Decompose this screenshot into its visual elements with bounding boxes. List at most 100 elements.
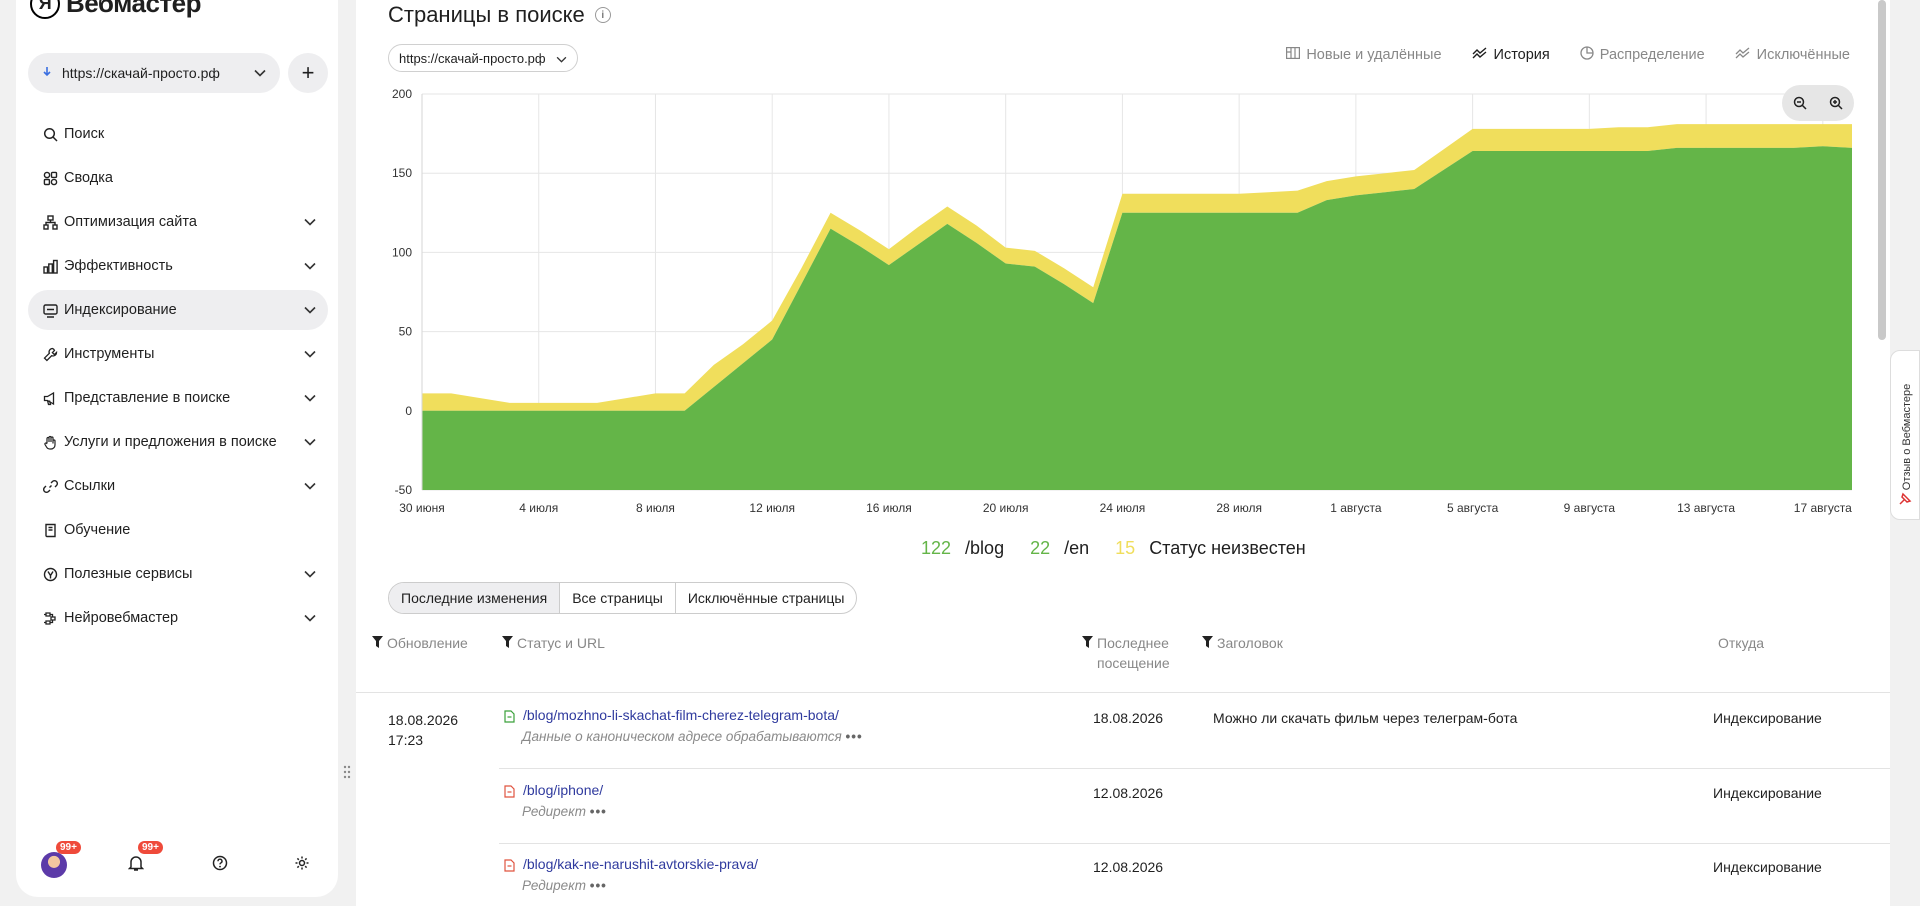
legend-item[interactable]: 122/blog [921,538,1004,559]
table-tab-1[interactable]: Все страницы [560,583,676,613]
status-note-text: Данные о каноническом адресе обрабатываю… [522,729,842,744]
sidebar-item-2[interactable]: Оптимизация сайта [28,202,328,242]
sidebar-footer: 99+ 99+ [16,841,338,883]
view-tab-3[interactable]: Исключённые [1735,46,1850,64]
legend-value: 15 [1115,538,1136,558]
last-visit: 12.08.2026 [1093,859,1164,875]
sidebar-resize-handle[interactable] [339,760,355,784]
index-icon [40,303,60,318]
chevron-down-icon [556,51,567,66]
table-tab-0[interactable]: Последние изменения [389,583,561,613]
avatar [41,852,67,878]
sidebar-item-4[interactable]: Индексирование [28,290,328,330]
sidebar-item-5[interactable]: Инструменты [28,334,328,374]
history-chart: -50 0 50 100 150 200 30 июня 4 июля 8 июля 12 июл… [392,87,1852,515]
doc-red-icon [504,859,515,872]
zoom-out-icon[interactable] [1793,96,1807,110]
row-divider [499,768,1890,769]
status-url-cell: /blog/kak-ne-narushit-avtorskie-prava/ [504,856,758,872]
view-tabs: Новые и удалённые История Распределение Иск… [1286,46,1850,64]
legend-item[interactable]: 22/en [1030,538,1089,559]
column-header-last-visit-label: Последнее посещение [1097,633,1170,673]
page-url-link[interactable]: /blog/mozhno-li-skachat-film-cherez-tele… [523,707,839,723]
x-tick-label: 1 августа [1330,501,1382,515]
legend-label: Статус неизвестен [1149,538,1306,558]
help-icon [212,855,228,876]
scrollbar[interactable] [1878,0,1886,340]
column-header-title[interactable]: Заголовок [1202,633,1283,653]
site-selector[interactable]: https://скачай-просто.рф [28,53,280,93]
view-tab-0[interactable]: Новые и удалённые [1286,46,1442,64]
pie-icon [1580,46,1594,64]
sidebar-item-0[interactable]: Поиск [28,114,328,154]
neuro-icon [40,611,60,626]
sidebar-item-9[interactable]: Обучение [28,510,328,550]
sidebar-item-3[interactable]: Эффективность [28,246,328,286]
column-header-source: Откуда [1718,633,1764,653]
zoom-in-icon[interactable] [1829,96,1843,110]
filter-icon [372,633,383,653]
sidebar-item-label: Обучение [64,522,131,538]
link-icon [40,479,60,494]
status-note: Данные о каноническом адресе обрабатываю… [522,729,863,744]
add-site-button[interactable]: + [288,53,328,93]
sidebar-nav: Поиск Сводка Оптимизация сайта Эффективност… [28,114,328,642]
x-tick-label: 17 августа [1794,501,1852,515]
sitemap-icon [40,214,60,230]
column-header-update[interactable]: Обновление [372,633,468,653]
column-header-status-url[interactable]: Статус и URL [502,633,605,653]
y-tick-label: 0 [405,404,412,418]
y-tick-label: 100 [392,245,412,259]
x-tick-label: 5 августа [1447,501,1499,515]
column-header-title-label: Заголовок [1217,635,1283,651]
sidebar-item-label: Оптимизация сайта [64,214,197,230]
page-url-link[interactable]: /blog/iphone/ [523,782,604,798]
y-tick-label: -50 [395,483,413,497]
update-date: 18.08.2026 [388,712,459,728]
filter-icon [1202,633,1213,653]
sidebar-item-label: Сводка [64,170,113,186]
last-visit: 18.08.2026 [1093,710,1164,726]
url-filter-select[interactable]: https://скачай-просто.рф [388,44,578,72]
more-icon[interactable]: ••• [589,878,607,893]
x-tick-label: 13 августа [1677,501,1735,515]
status-note-text: Редирект [522,878,586,893]
column-header-last-visit[interactable]: Последнее посещение [1082,633,1170,673]
settings-button[interactable] [284,847,320,883]
sidebar-item-6[interactable]: Представление в поиске [28,378,328,418]
help-button[interactable] [202,847,238,883]
column-header-status-url-label: Статус и URL [517,635,605,651]
sidebar-item-7[interactable]: Услуги и предложения в поиске [28,422,328,462]
status-url-cell: /blog/iphone/ [504,782,603,798]
sidebar-item-1[interactable]: Сводка [28,158,328,198]
chevron-down-icon [254,69,266,77]
y-tick-label: 200 [392,87,412,101]
info-icon[interactable]: i [594,7,611,23]
logo[interactable]: Я Вебмастер [30,0,202,19]
avatar-button[interactable]: 99+ [36,841,81,883]
view-tab-1[interactable]: История [1472,46,1550,64]
chevron-down-icon [304,570,316,578]
table-tab-2[interactable]: Исключённые страницы [687,590,845,606]
status-url-cell: /blog/mozhno-li-skachat-film-cherez-tele… [504,707,839,723]
notifications-button[interactable]: 99+ [118,841,163,883]
view-tab-label: Исключённые [1756,47,1850,63]
chart-legend: 122/blog 22/en 15 Статус неизвестен [921,538,1306,559]
status-note-text: Редирект [522,804,586,819]
legend-item[interactable]: 15 Статус неизвестен [1115,538,1306,559]
view-tab-label: История [1493,47,1550,63]
more-icon[interactable]: ••• [845,729,863,744]
site-url: https://скачай-просто.рф [62,65,220,81]
more-icon[interactable]: ••• [589,804,607,819]
hand-icon [40,435,60,450]
sidebar-item-8[interactable]: Ссылки [28,466,328,506]
page-url-link[interactable]: /blog/kak-ne-narushit-avtorskie-prava/ [523,856,758,872]
main-content: Страницы в поиске i https://скачай-прост… [356,0,1890,906]
view-tab-label: Новые и удалённые [1306,47,1442,63]
view-tab-label: Распределение [1599,47,1705,63]
sidebar-item-10[interactable]: Полезные сервисы [28,554,328,594]
feedback-tab[interactable]: Отзыв о Вебмастере [1890,350,1920,520]
view-tab-2[interactable]: Распределение [1580,46,1705,64]
sidebar-item-11[interactable]: Нейровебмастер [28,598,328,638]
page-title: Страницы в поиске i [388,2,611,28]
